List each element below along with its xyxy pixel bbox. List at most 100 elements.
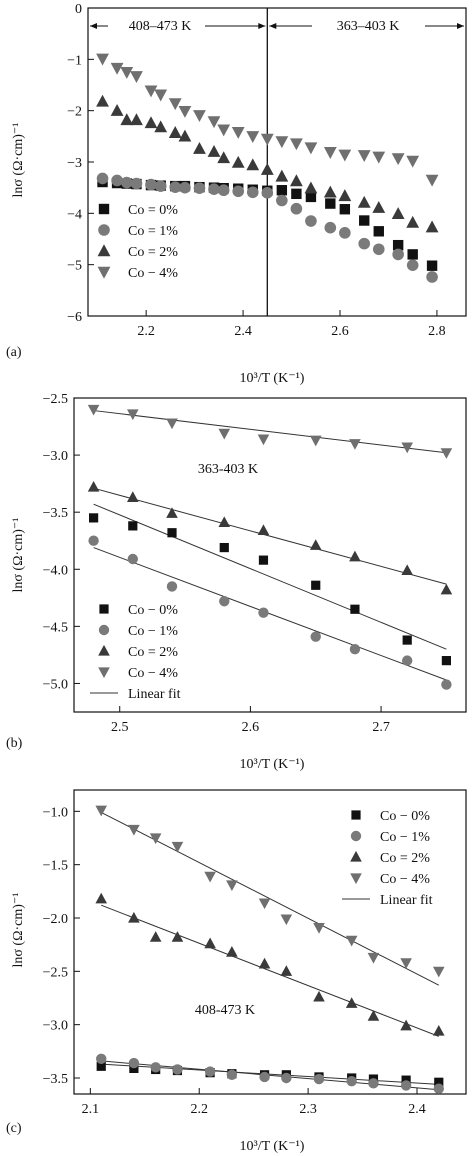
panel-b-data-point: [258, 555, 269, 565]
panel-c-legend: Co − 0% Co − 1% Co = 2% Co − 4% Linear fit: [342, 809, 433, 908]
panel-b-y-axis-title: lnσ (Ω·cm)⁻¹: [11, 517, 26, 592]
panel-b-data-point: [309, 539, 322, 550]
panel-a-data-point: [130, 177, 143, 190]
panel-a-data-point: [357, 150, 371, 163]
panel-b-y-tick-label: −5.0: [43, 677, 68, 692]
panel-b-y-tick-label: −4.0: [43, 563, 68, 578]
panel-a-data-point: [406, 215, 420, 228]
panel-b-y-tick-label: −3.0: [43, 449, 68, 464]
panel-a-data-point: [325, 198, 336, 209]
panel-b-data-point: [311, 580, 321, 590]
panel-b-legend-marker: [98, 624, 110, 636]
panel-c-data-point: [400, 1080, 412, 1091]
panel-c-legend-label: Co − 0%: [380, 809, 430, 824]
panel-b-label: (b): [6, 736, 23, 751]
panel-a-data-point: [304, 142, 318, 155]
panel-a-data-point: [372, 151, 386, 164]
panel-a-data-point: [217, 151, 231, 164]
panel-c-x-tick-label: 2.4: [408, 1102, 426, 1117]
panel-b-x-axis-title: 10³/T (K⁻¹): [240, 757, 305, 772]
panel-a-data-point: [231, 127, 245, 139]
panel-a-legend: Co = 0% Co = 1% Co = 2% Co − 4%: [97, 203, 178, 281]
panel-a-data-point: [304, 181, 318, 194]
panel-b-plot-frame: [73, 397, 467, 713]
panel-b-range-label: 363-403 K: [198, 462, 258, 477]
panel-a-data-point: [231, 155, 245, 168]
panel-c-chart: 408-473 K 10³/T (K⁻¹) lnσ (Ω·cm)⁻¹ (c) 2…: [6, 789, 467, 1154]
panel-c-data-point: [400, 1019, 412, 1031]
panel-a-y-tick-label: −3: [67, 156, 82, 171]
panel-a-data-point: [339, 204, 351, 215]
panel-a-left-arrow-outer-head: [90, 23, 97, 29]
panel-c-data-point: [171, 931, 184, 942]
panel-b-data-point: [167, 528, 177, 538]
panel-c-series-3: [95, 805, 445, 978]
panel-a-data-point: [358, 237, 371, 250]
panel-c-y-tick-label: −3.5: [43, 1072, 68, 1087]
panel-a-data-point: [425, 174, 439, 187]
panel-a-data-point: [246, 131, 260, 144]
panel-b-data-point: [87, 480, 100, 492]
panel-b-data-point: [440, 583, 453, 595]
panel-a-data-point: [232, 185, 245, 198]
panel-a-y-tick-label: −5: [67, 259, 82, 274]
panel-a-data-point: [275, 136, 289, 149]
panel-b-data-point: [441, 656, 451, 666]
panel-c-data-point: [204, 937, 216, 949]
panel-c-legend-fit-label: Linear fit: [380, 893, 433, 908]
panel-b-legend-label: Co − 4%: [128, 666, 178, 681]
panel-a-data-point: [120, 113, 134, 126]
panel-c-y-tick-label: −2.0: [43, 912, 68, 927]
panel-a-data-point: [324, 221, 337, 234]
panel-a-data-point: [178, 105, 192, 118]
panel-a-data-point: [111, 174, 123, 187]
panel-c-data-point: [226, 946, 238, 957]
panel-c-legend-label: Co − 1%: [380, 830, 430, 845]
panel-c-data-point: [171, 841, 184, 853]
panel-b-data-point: [127, 409, 139, 421]
panel-a-legend-marker: [97, 266, 111, 279]
panel-b-fit-line-0: [93, 503, 447, 650]
panel-a-data-point: [154, 120, 168, 133]
panel-a-data-point: [110, 62, 124, 75]
panel-c-data-point: [258, 898, 271, 910]
panel-b-chart: 363-403 K 10³/T (K⁻¹) lnσ (Ω·cm)⁻¹ (b) 2…: [6, 392, 467, 772]
panel-c-series-1: [96, 1053, 444, 1094]
panel-a-x-tick-label: 2.8: [428, 324, 446, 339]
panel-a-data-point: [406, 259, 419, 271]
panel-b-series-3: [87, 404, 453, 459]
panel-b-series-2: [87, 480, 453, 595]
panel-c-series-2: [95, 892, 445, 1036]
panel-b-y-tick-label: −4.5: [43, 620, 68, 635]
panel-a-data-point: [207, 145, 221, 157]
panel-b-data-point: [440, 448, 453, 459]
panel-b-data-point: [166, 507, 178, 518]
panel-c-legend-marker: [350, 873, 362, 885]
panel-a-data-point: [323, 185, 337, 198]
panel-a-data-point: [261, 187, 274, 199]
panel-a-data-point: [179, 181, 191, 194]
panel-a-data-point: [305, 215, 317, 227]
panel-c-data-point: [95, 805, 108, 817]
panel-c-data-point: [434, 1077, 444, 1087]
panel-c-data-point: [128, 1057, 140, 1069]
panel-b-y-tick-label: −2.5: [43, 392, 68, 407]
panel-a-data-point: [193, 110, 206, 122]
panel-a-chart: 408–473 K 363–403 K 10³/T (K⁻¹) lnσ (Ω·c…: [6, 2, 467, 386]
panel-a-series-1: [96, 172, 438, 283]
panel-a-data-point: [339, 227, 351, 239]
panel-a-y-tick-label: 0: [75, 2, 82, 17]
panel-a-data-point: [276, 185, 288, 196]
panel-a-data-point: [392, 239, 404, 251]
panel-a-data-point: [260, 133, 274, 146]
panel-a-y-axis-title: lnσ (Ω·cm)⁻¹: [11, 122, 26, 197]
panel-a-data-point: [407, 249, 418, 260]
panel-c-y-tick-label: −2.5: [43, 965, 68, 980]
panel-b-legend-marker: [99, 604, 109, 614]
panel-c-data-point: [226, 1069, 238, 1081]
panel-b-fit-line-2: [93, 487, 447, 585]
panel-a-data-point: [406, 155, 420, 168]
panel-a-data-point: [208, 183, 220, 196]
panel-b-data-point: [219, 542, 229, 553]
panel-b-data-point: [166, 581, 178, 592]
